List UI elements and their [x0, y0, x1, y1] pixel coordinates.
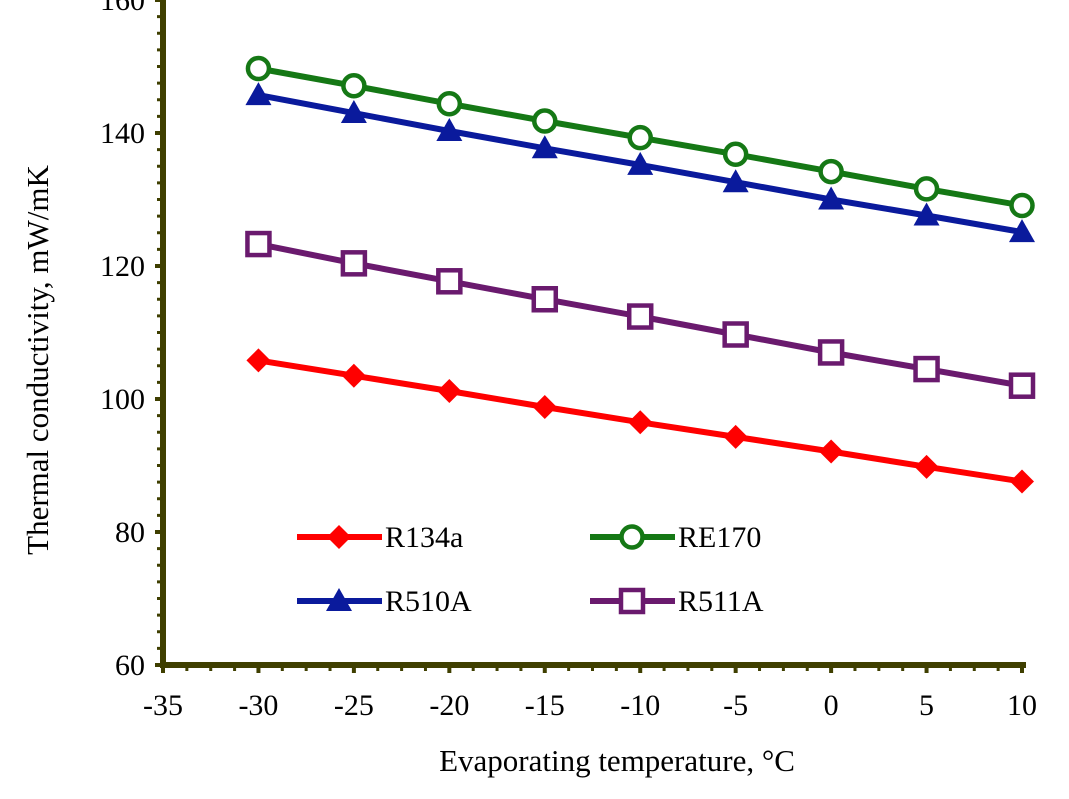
data-point-r134a: [819, 439, 844, 464]
data-point-r134a: [341, 363, 366, 388]
x-tick-label: 0: [824, 689, 839, 722]
legend-item-re170: RE170: [590, 521, 761, 554]
data-point-r510a: [340, 100, 367, 124]
data-point-re170: [341, 73, 367, 99]
data-point-re170: [627, 124, 653, 151]
x-tick-label: -10: [620, 689, 660, 722]
data-point-r511a: [817, 339, 845, 366]
series-r510a: [245, 82, 1035, 243]
data-point-r134a: [1010, 469, 1034, 494]
data-point-r510a: [627, 151, 654, 175]
data-point-r510a: [1009, 219, 1035, 243]
x-tick-label: 5: [919, 689, 934, 722]
legend-label: RE170: [678, 521, 761, 554]
x-tick-label: -30: [238, 689, 278, 722]
y-tick-label: 80: [115, 516, 145, 549]
data-point-r510a: [722, 169, 749, 193]
y-axis-title: Thermal conductivity, mW/mK: [20, 165, 55, 555]
data-point-r511a: [913, 355, 940, 383]
x-axis-title: Evaporating temperature, °C: [439, 743, 795, 778]
data-point-re170: [436, 90, 463, 117]
axes: 60 80 100 120 140 160 -35 -30 -25 -20 -15 -10 -5 0 5 10: [100, 0, 1037, 722]
data-point-r511a: [340, 250, 368, 277]
legend-item-r511a: R511A: [590, 585, 764, 618]
legend-marker: [327, 525, 351, 549]
series-layer: [245, 55, 1036, 494]
y-tick-label: 60: [115, 649, 145, 682]
data-point-re170: [818, 158, 844, 185]
data-point-r511a: [531, 286, 559, 313]
data-point-r134a: [723, 424, 748, 449]
data-point-r510a: [436, 118, 463, 142]
data-point-re170: [245, 55, 272, 82]
data-point-r510a: [531, 135, 558, 159]
data-point-re170: [1009, 192, 1035, 219]
data-point-r134a: [628, 410, 653, 435]
x-tick-label: -15: [525, 689, 565, 722]
data-point-r134a: [914, 454, 939, 479]
series-re170: [245, 55, 1035, 219]
legend-marker: [326, 588, 352, 611]
x-tick-label: -25: [334, 689, 374, 722]
data-point-r511a: [245, 230, 272, 258]
data-point-r511a: [722, 321, 749, 348]
data-point-r511a: [436, 268, 463, 295]
y-tick-label: 120: [100, 250, 145, 283]
data-point-r511a: [626, 303, 654, 330]
x-tick-label: 10: [1007, 689, 1037, 722]
x-tick-label: -5: [723, 689, 748, 722]
x-tick-label: -35: [143, 689, 183, 722]
legend-label: R510A: [385, 585, 472, 618]
legend-item-r510a: R510A: [297, 585, 472, 618]
legend: R134a RE170 R510A R511A: [297, 521, 764, 618]
data-point-r134a: [532, 394, 557, 419]
data-point-r510a: [245, 82, 272, 106]
data-point-r510a: [913, 202, 940, 226]
legend-item-r134a: R134a: [297, 521, 463, 554]
y-tick-label: 100: [100, 383, 145, 416]
legend-label: R134a: [385, 521, 463, 554]
data-point-r134a: [437, 379, 462, 404]
y-tick-label: 140: [100, 117, 145, 150]
y-tick-label: 160: [100, 0, 145, 17]
legend-label: R511A: [678, 585, 764, 618]
data-point-re170: [913, 176, 940, 202]
data-point-r134a: [246, 348, 271, 373]
legend-marker: [618, 587, 646, 615]
data-point-re170: [722, 141, 749, 168]
data-point-r511a: [1008, 372, 1036, 399]
data-point-re170: [532, 108, 558, 134]
x-tick-label: -20: [429, 689, 469, 722]
data-point-r510a: [818, 186, 845, 210]
legend-marker: [619, 524, 645, 550]
series-r511a: [245, 230, 1036, 399]
series-r134a: [246, 348, 1034, 494]
